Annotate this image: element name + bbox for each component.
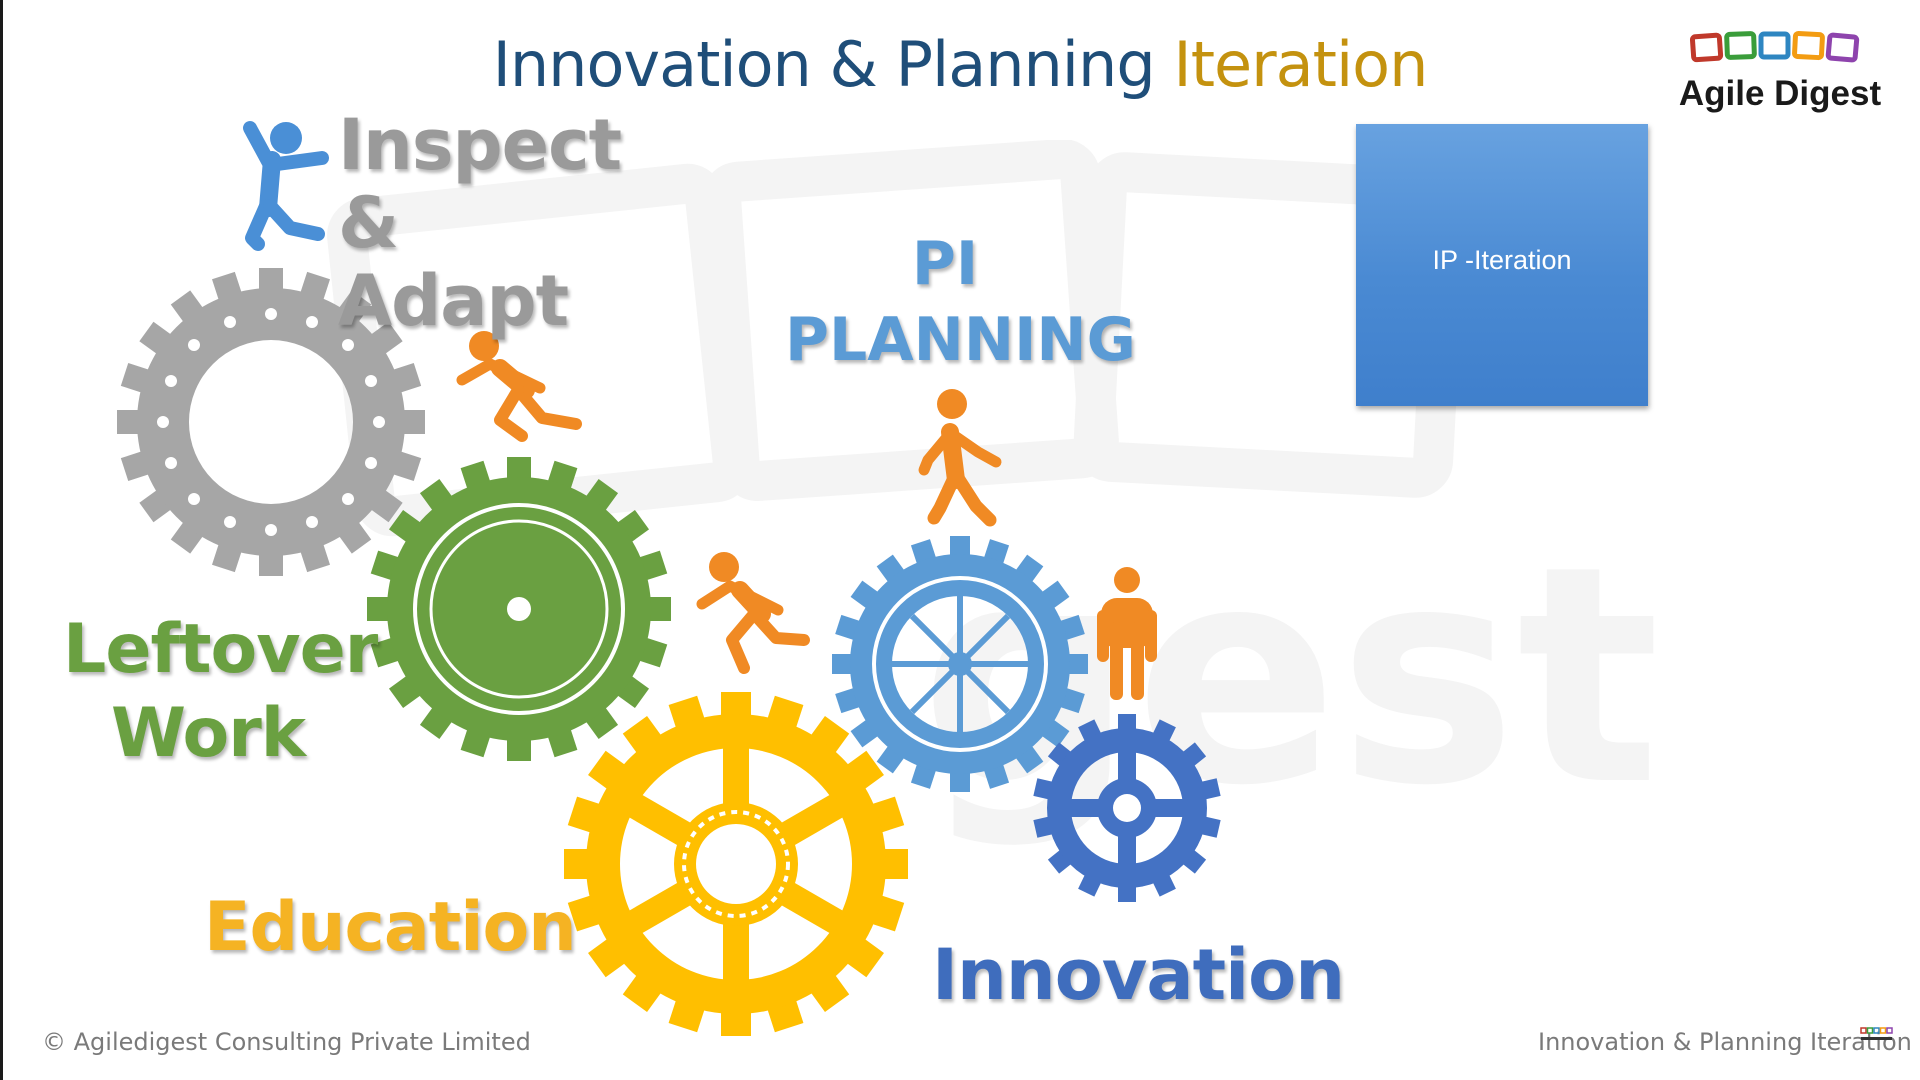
education-label: Education	[204, 888, 577, 967]
gray-gear	[117, 268, 425, 576]
ip-iteration-label: IP -Iteration	[1432, 244, 1572, 275]
pi-planning-label: PI PLANNING	[710, 226, 1180, 378]
pi-planning-text: PI PLANNING	[785, 229, 1136, 375]
footer-slide-name: Innovation & Planning Iteration	[1538, 1028, 1912, 1056]
leftover-work-text: Leftover Work	[63, 610, 378, 773]
innovation-label: Innovation	[932, 934, 1345, 1016]
slide-left-edge	[0, 0, 3, 1080]
title-highlight: Iteration	[1173, 28, 1428, 101]
dark-blue-gear	[1033, 714, 1221, 902]
slide-title: Innovation & Planning Iteration	[0, 28, 1920, 101]
footer-mini-logo-icon	[1860, 1027, 1893, 1040]
jumping-figure	[243, 121, 329, 251]
ip-iteration-box: IP -Iteration	[1356, 124, 1648, 406]
running-figure-1	[456, 331, 582, 442]
footer-copyright: © Agiledigest Consulting Private Limited	[42, 1028, 531, 1056]
yellow-gear	[564, 692, 908, 1036]
walking-figure	[918, 389, 1002, 527]
leftover-work-label: Leftover Work	[58, 608, 378, 776]
blue-gear	[832, 536, 1088, 792]
inspect-adapt-text: Inspect & Adapt	[338, 104, 622, 342]
inspect-adapt-label: Inspect & Adapt	[338, 106, 628, 340]
running-figure-2	[696, 552, 810, 674]
logo-text: Agile Digest	[1678, 74, 1882, 113]
agile-digest-logo	[1689, 30, 1860, 63]
standing-figure	[1097, 567, 1157, 700]
title-main: Innovation & Planning	[492, 28, 1156, 101]
green-gear	[367, 457, 671, 761]
